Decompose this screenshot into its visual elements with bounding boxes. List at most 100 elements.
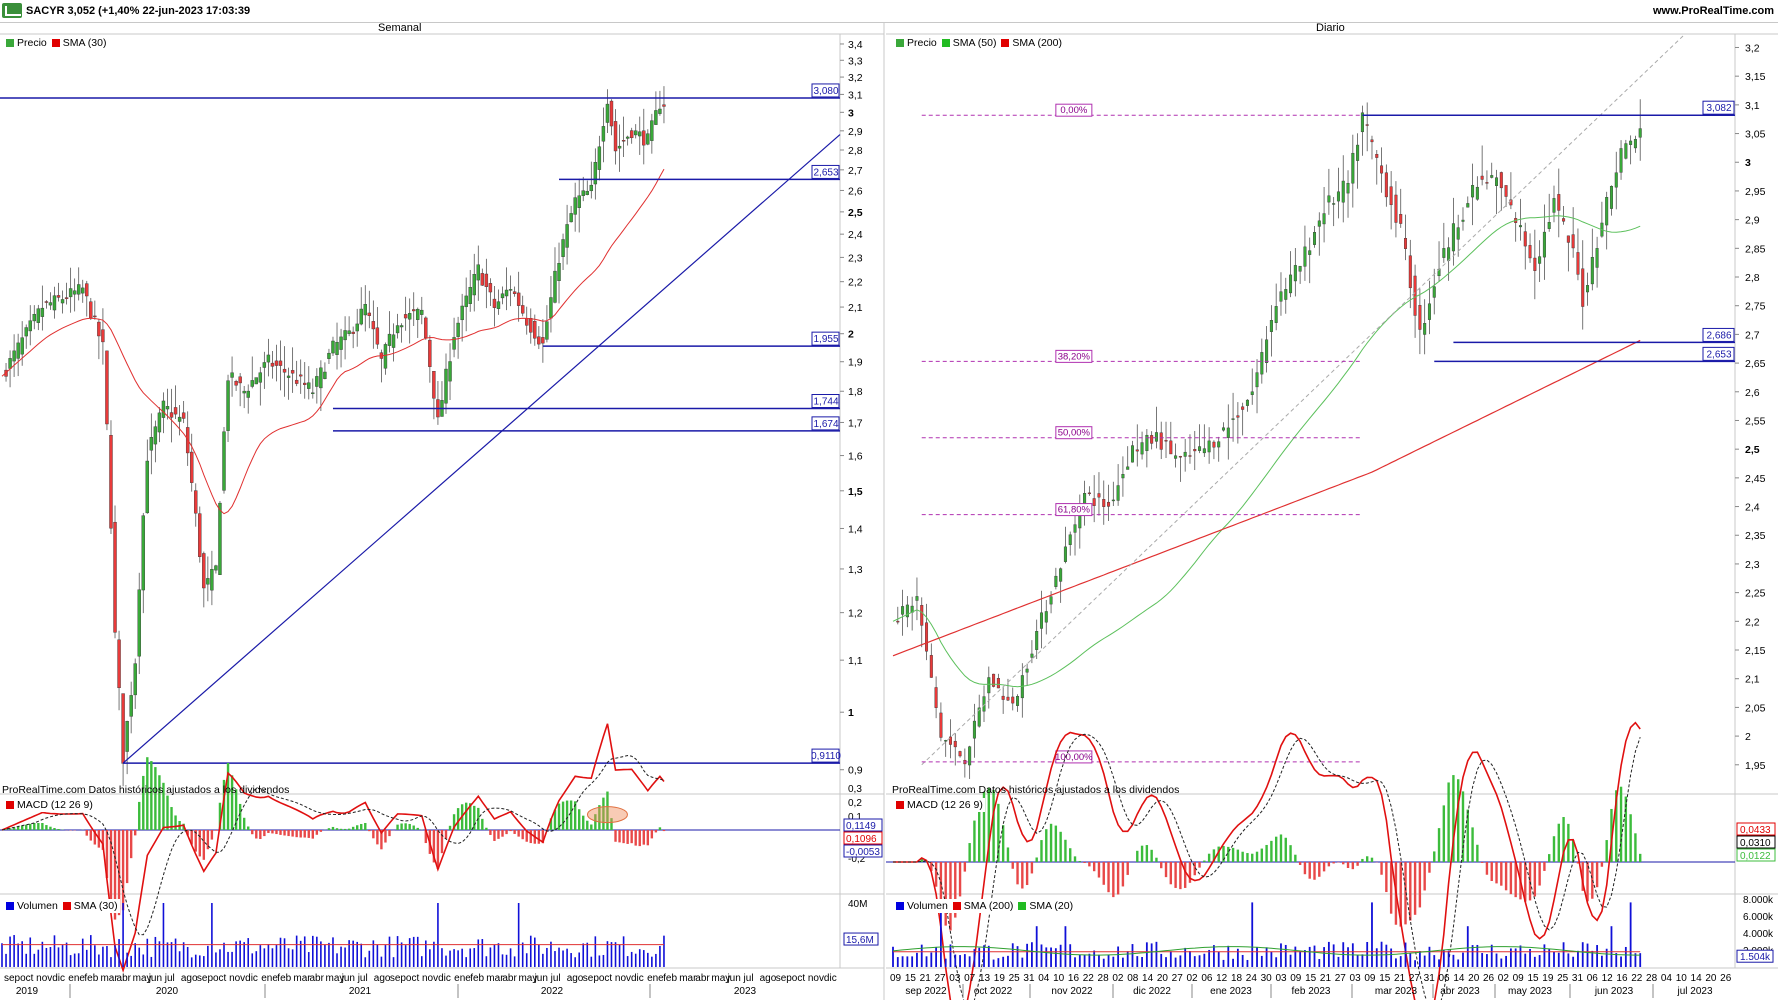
- volume-bar: [1045, 947, 1048, 967]
- volume-bar: [550, 941, 552, 967]
- volume-bar: [1, 943, 3, 967]
- volume-bar: [279, 937, 282, 967]
- macd-histogram-bar: [146, 757, 149, 830]
- candle-body: [165, 406, 170, 410]
- volume-bar: [433, 941, 435, 967]
- candle-body: [1538, 256, 1542, 264]
- macd-histogram-bar: [1365, 856, 1369, 862]
- volume-bar: [1466, 926, 1469, 967]
- volume-bar: [1639, 953, 1642, 967]
- price-tick-label: 2,6: [848, 185, 863, 197]
- candle-body: [925, 622, 929, 652]
- macd-histogram-bar: [1270, 840, 1273, 862]
- daily-day-label: 25: [1557, 973, 1569, 984]
- volume-bar: [1069, 944, 1072, 967]
- candle-body: [1217, 441, 1221, 448]
- macd-histogram-bar: [1456, 779, 1460, 862]
- candle-body: [1504, 185, 1508, 197]
- candle-body: [294, 379, 299, 384]
- weekly-month-label: ene: [68, 973, 85, 984]
- macd-histogram-bar: [930, 862, 933, 872]
- daily-day-label: 19: [1542, 973, 1554, 984]
- macd-histogram-bar: [1274, 836, 1278, 862]
- price-tick-label: 2,3: [848, 252, 863, 264]
- macd-histogram-bar: [335, 828, 339, 830]
- candle-body: [60, 299, 65, 304]
- price-tick-label: 2,4: [1745, 502, 1760, 514]
- macd-histogram-bar: [525, 830, 528, 842]
- macd-histogram-bar: [1160, 862, 1163, 869]
- volume-bar: [618, 944, 621, 967]
- candle-body: [351, 331, 355, 334]
- macd-histogram-bar: [1313, 862, 1316, 880]
- candle-body: [1581, 268, 1585, 307]
- candle-body: [1346, 182, 1350, 194]
- macd-histogram-bar: [37, 823, 40, 830]
- macd-histogram-bar: [497, 830, 500, 839]
- macd-histogram-bar: [1351, 862, 1355, 870]
- candle-body: [650, 120, 654, 141]
- weekly-month-label: oct: [792, 973, 806, 984]
- volume-bar: [586, 942, 589, 967]
- volume-bar: [630, 951, 633, 967]
- candle-body: [634, 130, 638, 136]
- candle-body: [181, 412, 186, 419]
- candle-body: [161, 400, 166, 418]
- daily-level-box: [1702, 100, 1735, 115]
- volume-bar: [344, 947, 346, 967]
- volume-bar: [973, 949, 976, 967]
- volume-bar: [57, 947, 60, 967]
- volume-bar: [396, 936, 399, 967]
- macd-histogram-bar: [1385, 862, 1388, 893]
- macd-histogram-bar: [347, 828, 351, 830]
- candle-body: [934, 687, 938, 708]
- macd-histogram-bar: [610, 818, 613, 830]
- macd-histogram-bar: [1562, 817, 1565, 862]
- volume-bar: [1557, 952, 1560, 967]
- volume-bar: [291, 949, 294, 967]
- candle-body: [1303, 246, 1307, 267]
- daily-day-label: 21: [1320, 973, 1332, 984]
- macd-histogram-bar: [561, 801, 565, 830]
- candle-body: [141, 515, 145, 591]
- volume-bar: [102, 946, 104, 967]
- macd-histogram-bar: [650, 830, 654, 839]
- volume-bar: [146, 938, 149, 967]
- candle-body: [1590, 257, 1594, 285]
- volume-bar: [33, 953, 36, 967]
- macd-histogram-bar: [1212, 849, 1216, 862]
- candle-body: [335, 341, 339, 355]
- weekly-month-label: nov: [36, 973, 52, 984]
- macd-histogram-bar: [481, 818, 484, 830]
- daily-day-label: 19: [994, 973, 1006, 984]
- volume-bar: [1131, 944, 1134, 967]
- weekly-month-label: ago: [374, 973, 391, 984]
- volume-bar: [1347, 947, 1349, 967]
- volume-bar: [949, 944, 952, 967]
- volume-bar: [1452, 954, 1455, 967]
- macd-histogram-bar: [1236, 849, 1240, 862]
- daily-sma50-line: [892, 215, 1641, 688]
- price-tick-label: 2,5: [1745, 444, 1760, 456]
- price-tick-label: 2,1: [1745, 674, 1760, 686]
- candle-body: [972, 720, 976, 739]
- macd-histogram-bar: [372, 830, 375, 839]
- candle-body: [496, 301, 501, 309]
- price-tick-label: 2,45: [1745, 473, 1766, 485]
- macd-histogram-bar: [622, 830, 625, 844]
- macd-histogram-bar: [194, 830, 197, 852]
- macd-histogram-bar: [1193, 862, 1196, 876]
- volume-bar: [1064, 926, 1067, 967]
- daily-day-label: 04: [1661, 973, 1673, 984]
- macd-histogram-bar: [1634, 833, 1637, 862]
- candle-body: [468, 286, 472, 304]
- volume-bar: [449, 950, 451, 967]
- candle-body: [1274, 306, 1278, 323]
- candle-body: [1466, 203, 1470, 208]
- weekly-month-label: oct: [599, 973, 613, 984]
- candle-body: [1174, 455, 1178, 459]
- volume-bar: [243, 942, 245, 967]
- volume-bar: [1629, 902, 1632, 967]
- macd-histogram-bar: [20, 825, 24, 830]
- candle-body: [20, 337, 24, 355]
